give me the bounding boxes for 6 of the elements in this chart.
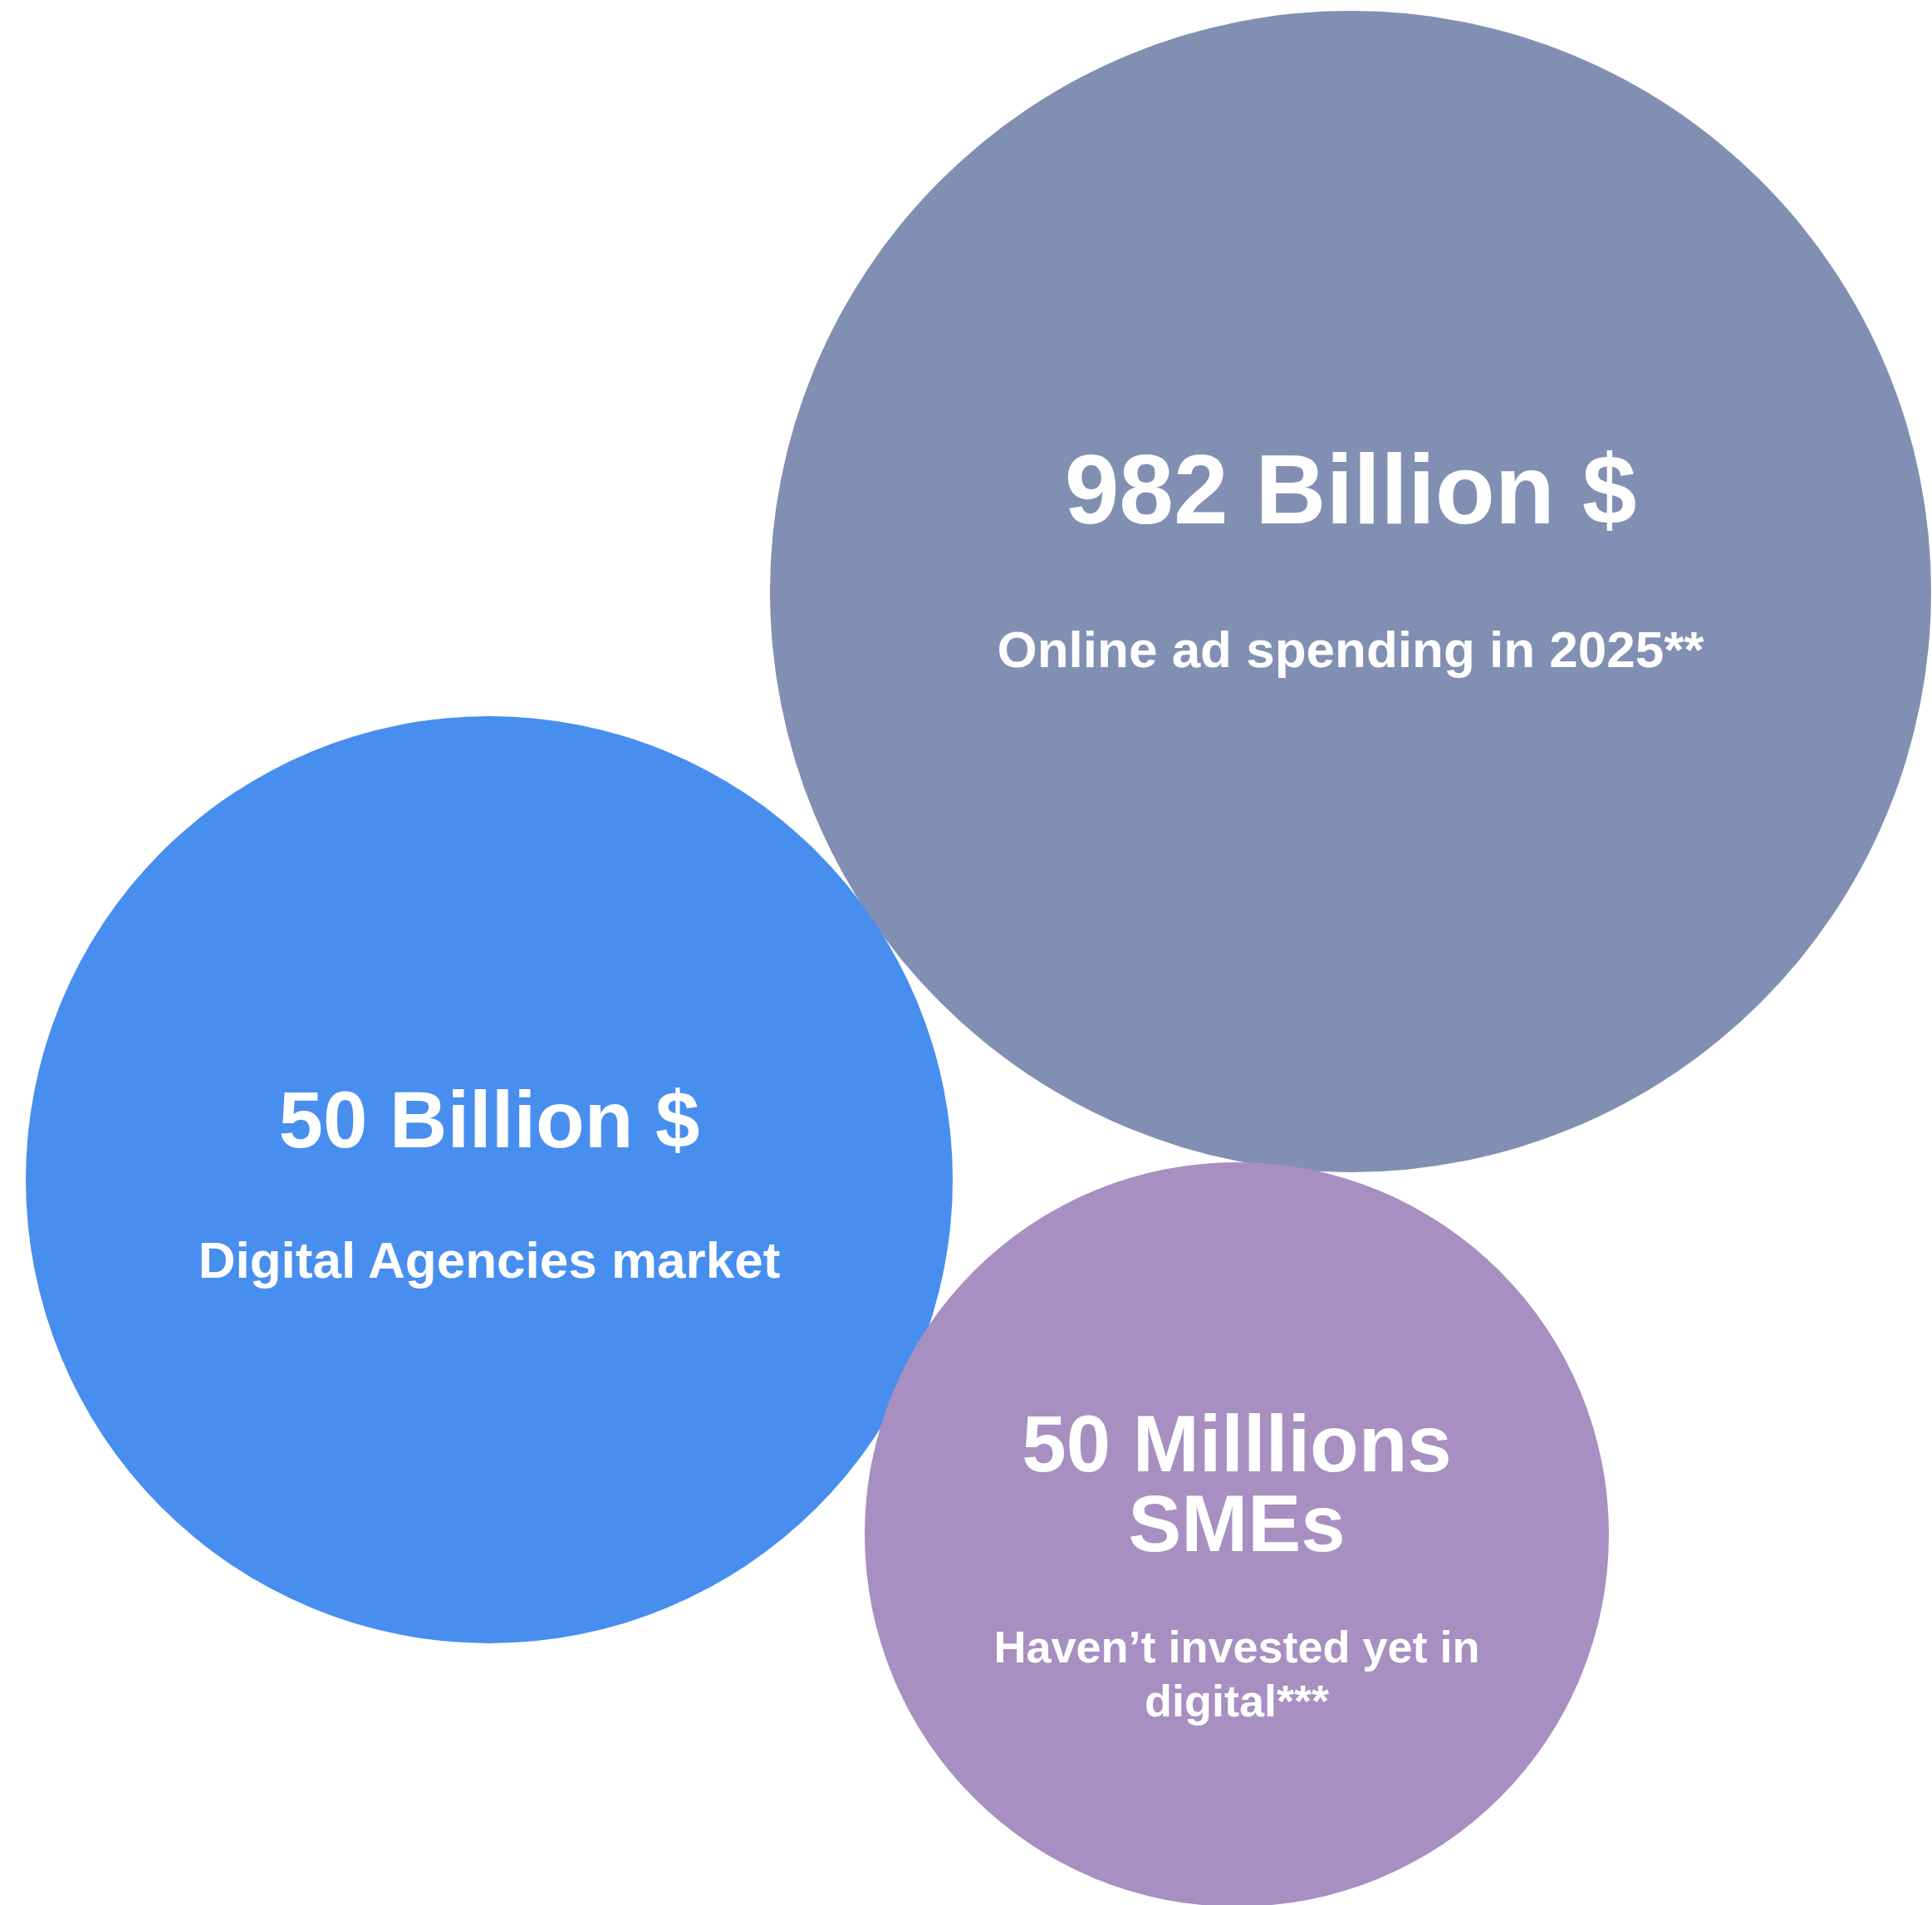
category-label: Online ad spending in 2025** (996, 620, 1705, 680)
data-label: 50 Billion $ (277, 1075, 701, 1164)
data-label: 982 Billion $ (1063, 435, 1638, 544)
category-label: Haven’t invested yet in digital*** (993, 1621, 1481, 1727)
data-label: 50 Milllions SMEs (1021, 1399, 1453, 1568)
category-label: Digital Agencies market (197, 1230, 782, 1290)
